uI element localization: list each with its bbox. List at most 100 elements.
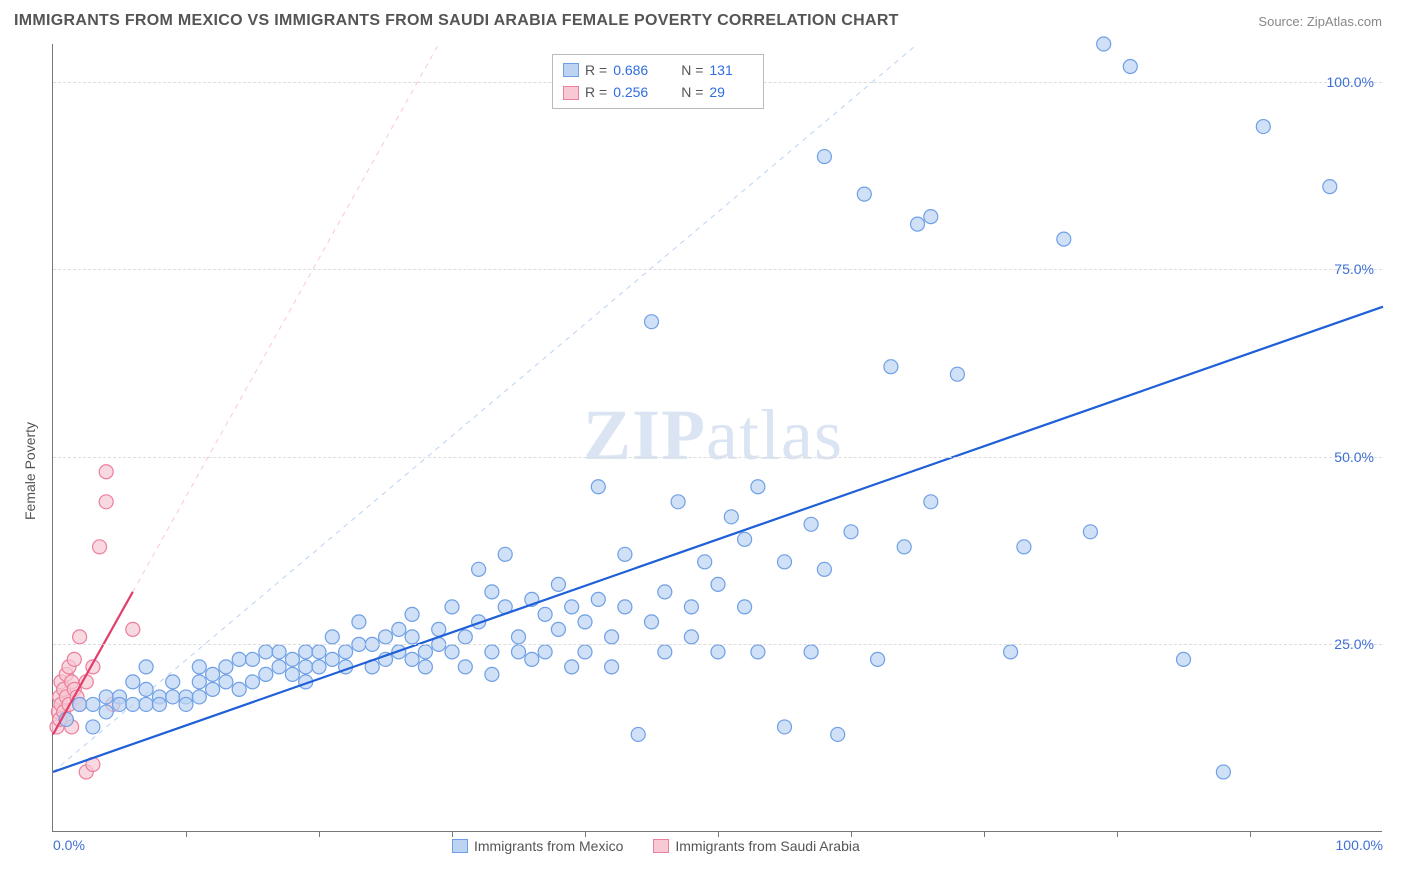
scatter-point-a <box>738 600 752 614</box>
r-label: R = <box>585 81 607 103</box>
scatter-point-a <box>485 645 499 659</box>
scatter-point-a <box>192 675 206 689</box>
scatter-point-a <box>897 540 911 554</box>
scatter-point-a <box>578 615 592 629</box>
chart-title: IMMIGRANTS FROM MEXICO VS IMMIGRANTS FRO… <box>14 12 899 30</box>
scatter-point-a <box>232 682 246 696</box>
scatter-point-a <box>1123 60 1137 74</box>
y-axis-label: Female Poverty <box>22 422 38 520</box>
scatter-point-a <box>405 607 419 621</box>
legend-label-a: Immigrants from Mexico <box>474 838 623 854</box>
scatter-point-a <box>578 645 592 659</box>
scatter-point-a <box>139 697 153 711</box>
y-tick-label: 75.0% <box>1334 261 1374 277</box>
scatter-point-a <box>192 660 206 674</box>
legend-item-b: Immigrants from Saudi Arabia <box>653 838 859 854</box>
scatter-point-a <box>871 652 885 666</box>
scatter-point-a <box>804 517 818 531</box>
scatter-point-a <box>671 495 685 509</box>
x-tick-mark <box>851 831 852 837</box>
scatter-point-a <box>152 697 166 711</box>
scatter-point-a <box>418 645 432 659</box>
scatter-point-a <box>525 652 539 666</box>
scatter-point-b <box>126 622 140 636</box>
scatter-point-a <box>724 510 738 524</box>
scatter-point-a <box>219 660 233 674</box>
scatter-point-a <box>392 622 406 636</box>
scatter-point-a <box>352 615 366 629</box>
x-tick-mark <box>718 831 719 837</box>
scatter-point-a <box>551 622 565 636</box>
scatter-point-a <box>538 607 552 621</box>
scatter-point-a <box>99 690 113 704</box>
scatter-point-a <box>259 645 273 659</box>
scatter-point-a <box>1323 180 1337 194</box>
scatter-point-a <box>512 645 526 659</box>
scatter-point-a <box>259 667 273 681</box>
scatter-point-a <box>285 652 299 666</box>
stats-legend: R =0.686N =131R =0.256N =29 <box>552 54 764 109</box>
scatter-point-a <box>418 660 432 674</box>
scatter-point-a <box>1083 525 1097 539</box>
x-tick-mark <box>585 831 586 837</box>
legend-label-b: Immigrants from Saudi Arabia <box>675 838 859 854</box>
scatter-point-a <box>591 592 605 606</box>
scatter-point-a <box>285 667 299 681</box>
scatter-point-a <box>139 660 153 674</box>
x-tick-mark <box>1250 831 1251 837</box>
scatter-point-a <box>472 562 486 576</box>
scatter-point-a <box>645 615 659 629</box>
scatter-point-a <box>458 660 472 674</box>
scatter-point-a <box>924 495 938 509</box>
scatter-point-a <box>325 630 339 644</box>
scatter-point-a <box>86 720 100 734</box>
scatter-point-a <box>206 682 220 696</box>
scatter-point-a <box>551 577 565 591</box>
scatter-point-a <box>1177 652 1191 666</box>
plot-area: ZIPatlas 25.0%50.0%75.0%100.0%0.0%100.0% <box>52 44 1382 832</box>
scatter-point-a <box>711 577 725 591</box>
scatter-point-a <box>857 187 871 201</box>
scatter-point-a <box>485 667 499 681</box>
scatter-point-a <box>246 652 260 666</box>
scatter-point-a <box>1017 540 1031 554</box>
r-label: R = <box>585 59 607 81</box>
scatter-point-a <box>485 585 499 599</box>
series-legend: Immigrants from Mexico Immigrants from Sa… <box>452 838 860 854</box>
scatter-point-a <box>405 652 419 666</box>
scatter-point-a <box>86 697 100 711</box>
scatter-point-a <box>817 150 831 164</box>
scatter-point-a <box>166 675 180 689</box>
scatter-point-a <box>299 645 313 659</box>
y-tick-label: 50.0% <box>1334 449 1374 465</box>
scatter-point-a <box>911 217 925 231</box>
scatter-point-a <box>498 547 512 561</box>
scatter-point-a <box>831 727 845 741</box>
scatter-point-a <box>379 630 393 644</box>
scatter-point-a <box>1256 120 1270 134</box>
scatter-point-a <box>99 705 113 719</box>
source-label: Source: <box>1258 14 1303 29</box>
scatter-point-a <box>312 660 326 674</box>
scatter-point-a <box>711 645 725 659</box>
n-label: N = <box>681 59 703 81</box>
gridline-h <box>53 269 1382 270</box>
scatter-svg <box>53 44 1383 832</box>
scatter-point-a <box>512 630 526 644</box>
legend-swatch-a <box>563 63 579 77</box>
scatter-point-a <box>684 630 698 644</box>
n-label: N = <box>681 81 703 103</box>
scatter-point-b <box>93 540 107 554</box>
gridline-h <box>53 457 1382 458</box>
scatter-point-a <box>179 697 193 711</box>
legend-swatch-b-bottom <box>653 839 669 853</box>
n-value-b: 29 <box>709 81 753 103</box>
scatter-point-a <box>1097 37 1111 51</box>
scatter-point-a <box>645 315 659 329</box>
scatter-point-a <box>950 367 964 381</box>
source-link[interactable]: ZipAtlas.com <box>1307 14 1382 29</box>
scatter-point-a <box>884 360 898 374</box>
scatter-point-a <box>246 675 260 689</box>
scatter-point-a <box>272 660 286 674</box>
scatter-point-a <box>565 600 579 614</box>
